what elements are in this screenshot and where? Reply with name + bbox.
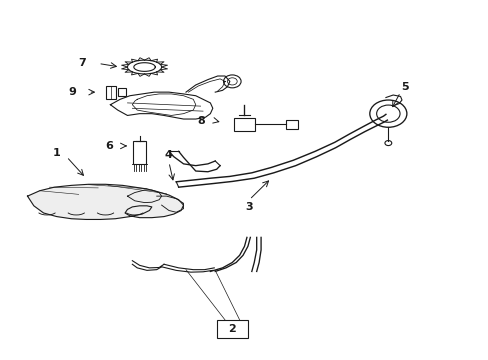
Text: 7: 7: [78, 58, 86, 68]
Polygon shape: [27, 184, 183, 220]
Bar: [105, 86, 116, 99]
Text: 6: 6: [105, 141, 113, 151]
Bar: [216, 320, 247, 338]
Bar: [233, 118, 255, 131]
Bar: [285, 120, 298, 129]
Text: 1: 1: [53, 148, 61, 158]
Text: 2: 2: [228, 324, 236, 334]
Text: 3: 3: [245, 202, 253, 212]
Bar: [133, 140, 146, 164]
Text: 4: 4: [164, 150, 172, 160]
Bar: [118, 88, 125, 96]
Text: 8: 8: [197, 116, 205, 126]
Text: 9: 9: [68, 87, 76, 97]
Text: 5: 5: [401, 82, 408, 92]
